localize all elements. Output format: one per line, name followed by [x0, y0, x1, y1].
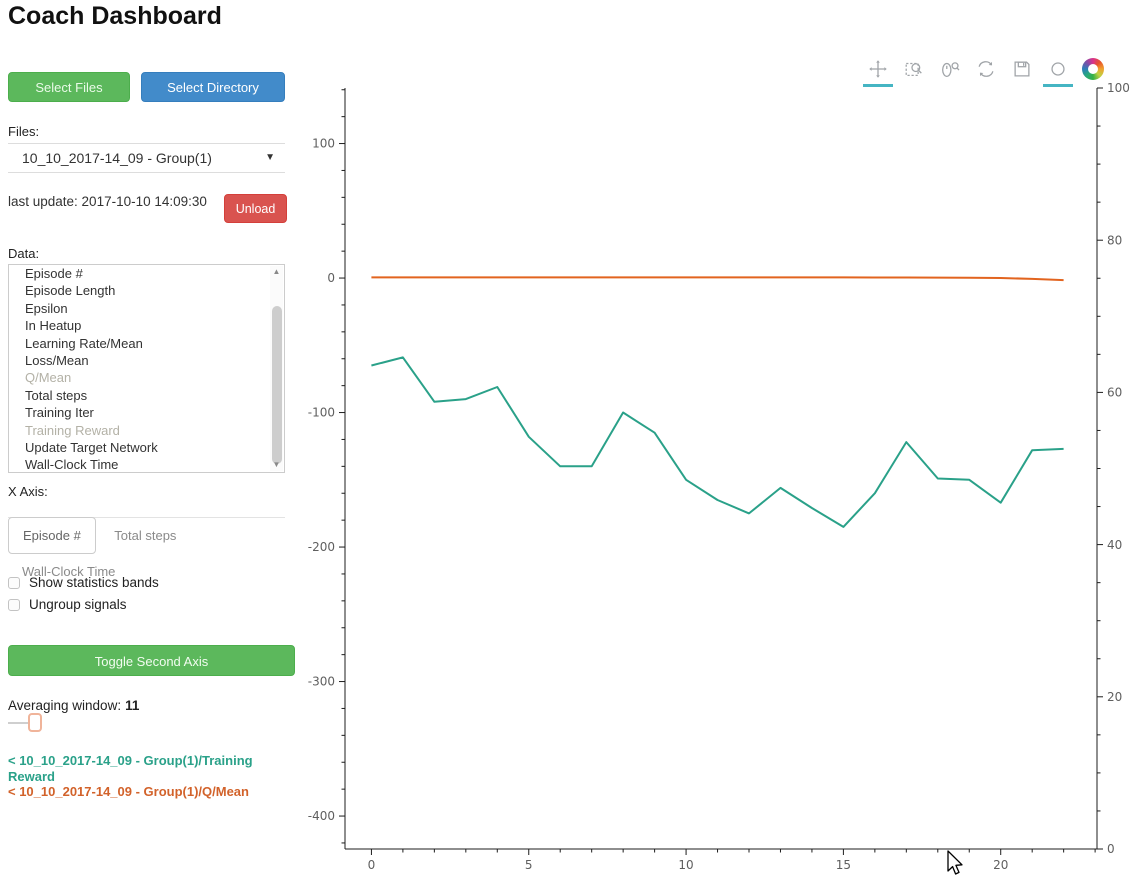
file-select-value: 10_10_2017-14_09 - Group(1) — [22, 150, 212, 166]
bokeh-logo-icon[interactable] — [1082, 58, 1104, 80]
svg-text:0: 0 — [1107, 842, 1115, 856]
show-statistics-bands-checkbox[interactable] — [8, 576, 20, 589]
checkbox-label: Show statistics bands — [29, 575, 159, 590]
averaging-window-label: Averaging window: — [8, 698, 122, 713]
svg-text:0: 0 — [327, 271, 335, 285]
svg-text:100: 100 — [1107, 81, 1130, 95]
box-zoom-icon — [905, 62, 922, 77]
svg-text:-300: -300 — [308, 675, 335, 689]
x-axis-tab-bar: Episode # Total steps Wall-Clock Time — [8, 517, 285, 579]
unload-button[interactable]: Unload — [224, 194, 287, 223]
file-select-dropdown[interactable]: ▼ 10_10_2017-14_09 - Group(1) — [8, 143, 285, 173]
list-item[interactable]: Training Iter — [25, 405, 94, 421]
select-directory-button[interactable]: Select Directory — [141, 72, 285, 102]
legend-item-q-mean[interactable]: < 10_10_2017-14_09 - Group(1)/Q/Mean — [8, 784, 249, 800]
list-item[interactable]: Episode # — [25, 266, 83, 281]
last-update-text: last update: 2017-10-10 14:09:30 — [8, 194, 207, 209]
svg-text:-200: -200 — [308, 540, 335, 554]
save-icon — [1014, 61, 1030, 77]
svg-text:20: 20 — [993, 858, 1008, 872]
averaging-window-slider[interactable] — [8, 713, 42, 732]
list-item[interactable]: Episode Length — [25, 283, 116, 299]
svg-text:80: 80 — [1107, 233, 1122, 247]
svg-text:100: 100 — [312, 137, 335, 151]
svg-text:5: 5 — [525, 858, 533, 872]
list-item[interactable]: Total steps — [25, 387, 88, 403]
list-item[interactable]: Epsilon — [25, 300, 68, 316]
list-item-selected[interactable]: Training Reward — [25, 422, 120, 438]
files-label: Files: — [8, 124, 40, 139]
svg-text:0: 0 — [368, 858, 376, 872]
scroll-down-icon[interactable]: ▼ — [272, 460, 281, 469]
series-line — [371, 356, 1064, 528]
hover-icon — [1051, 62, 1065, 76]
bokeh-toolbar — [863, 57, 1104, 87]
list-item[interactable]: Wall-Clock Time — [25, 457, 119, 473]
wheel-zoom-tool-button[interactable] — [938, 57, 962, 81]
toggle-second-axis-button[interactable]: Toggle Second Axis — [8, 645, 295, 676]
list-item[interactable]: Learning Rate/Mean — [25, 335, 143, 351]
ungroup-signals-checkbox[interactable] — [8, 598, 20, 611]
svg-text:-400: -400 — [308, 809, 335, 823]
chevron-down-icon: ▼ — [265, 152, 275, 163]
svg-text:20: 20 — [1107, 690, 1122, 704]
show-statistics-bands-row: Show statistics bands — [8, 575, 159, 590]
reset-icon — [978, 61, 994, 77]
x-axis-label: X Axis: — [8, 484, 48, 499]
svg-text:-100: -100 — [308, 406, 335, 420]
list-item[interactable]: In Heatup — [25, 318, 82, 334]
hover-tool-button[interactable] — [1043, 57, 1073, 87]
list-item-selected[interactable]: Q/Mean — [25, 370, 72, 386]
svg-text:15: 15 — [836, 858, 851, 872]
tab-wall-clock-time[interactable]: Wall-Clock Time — [22, 564, 116, 579]
list-scrollbar[interactable]: ▲ ▼ — [270, 266, 283, 471]
averaging-window-row: Averaging window: 11 — [8, 698, 139, 713]
legend-item-training-reward[interactable]: < 10_10_2017-14_09 - Group(1)/Training R… — [8, 753, 253, 784]
svg-text:10: 10 — [678, 858, 693, 872]
wheel-zoom-icon — [942, 62, 960, 77]
page-title: Coach Dashboard — [8, 2, 222, 30]
select-files-button[interactable]: Select Files — [8, 72, 130, 102]
svg-text:40: 40 — [1107, 538, 1122, 552]
checkbox-label: Ungroup signals — [29, 597, 127, 612]
mouse-cursor — [947, 850, 963, 875]
data-label: Data: — [8, 246, 40, 261]
tab-total-steps[interactable]: Total steps — [114, 528, 177, 543]
slider-handle[interactable] — [28, 713, 42, 732]
scroll-up-icon[interactable]: ▲ — [272, 267, 281, 276]
series-line — [371, 276, 1064, 282]
tab-episode-number[interactable]: Episode # — [8, 517, 96, 554]
svg-text:60: 60 — [1107, 386, 1122, 400]
pan-icon — [869, 60, 887, 78]
list-item[interactable]: Loss/Mean — [25, 352, 89, 368]
data-signal-listbox[interactable]: Episode # Episode Length Epsilon In Heat… — [8, 264, 285, 473]
averaging-window-value: 11 — [125, 698, 140, 713]
reset-tool-button[interactable] — [974, 57, 998, 81]
save-tool-button[interactable] — [1010, 57, 1034, 81]
pan-tool-button[interactable] — [863, 57, 893, 87]
box-zoom-tool-button[interactable] — [902, 57, 926, 81]
chart-legend: < 10_10_2017-14_09 - Group(1)/Training R… — [8, 753, 293, 800]
ungroup-signals-row: Ungroup signals — [8, 597, 127, 612]
list-item[interactable]: Update Target Network — [25, 439, 158, 455]
scrollbar-thumb[interactable] — [271, 306, 282, 464]
